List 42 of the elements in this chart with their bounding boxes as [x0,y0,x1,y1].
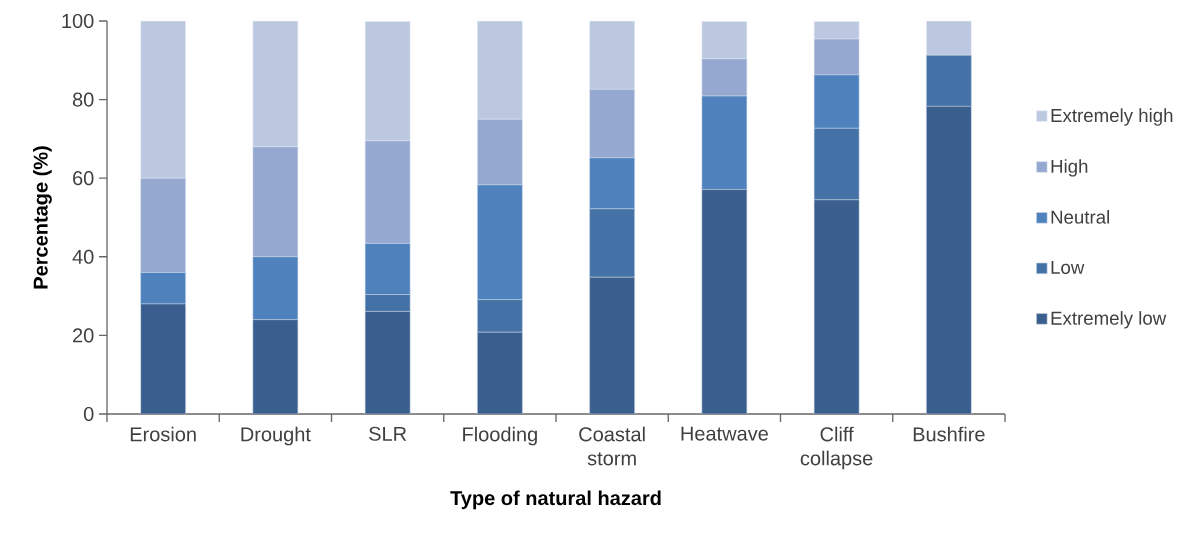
x-tick-label: Coastal storm [579,426,645,466]
bar [589,276,635,414]
bar [701,58,748,97]
y-tick-label: 80 [72,92,94,107]
y-tick-label: 20 [73,328,94,343]
bar [140,20,186,179]
x-tick-label: Bushfire [913,426,985,442]
x-tick-label: SLR [369,426,407,441]
bar [364,311,411,414]
bar [252,20,299,148]
bar [813,38,860,76]
legend-label: Low [1051,260,1085,274]
x-tick-label: Heatwave [681,426,768,441]
y-tick-label: 0 [83,406,94,422]
bar [364,21,411,142]
bar [477,331,523,414]
bar [701,95,748,190]
bar [140,303,186,414]
bar [926,106,972,414]
x-tick-label: Drought [241,426,311,446]
x-tick-label: Flooding [463,426,537,446]
x-tick-label: Erosion [130,426,196,442]
bar [813,199,860,414]
bar [252,319,299,414]
y-tick-label: 100 [62,13,94,29]
bar [589,89,635,159]
bar [589,20,635,90]
x-axis-title: Type of natural hazard [450,490,661,510]
legend-label: Extremely low [1051,311,1167,329]
bar [701,189,748,414]
bar [252,256,299,320]
x-tick-label: Cliff collapse [800,426,873,470]
y-tick-label: 40 [72,249,94,264]
legend-label: High [1051,159,1088,177]
legend-label: Neutral [1051,210,1109,224]
bar [701,21,748,59]
bar [926,20,972,56]
y-axis-title: Percentage (%) [33,146,52,289]
bar [140,272,186,305]
legend-label: Extremely high [1051,108,1173,126]
y-tick-label: 60 [73,171,94,186]
bar [477,20,523,120]
